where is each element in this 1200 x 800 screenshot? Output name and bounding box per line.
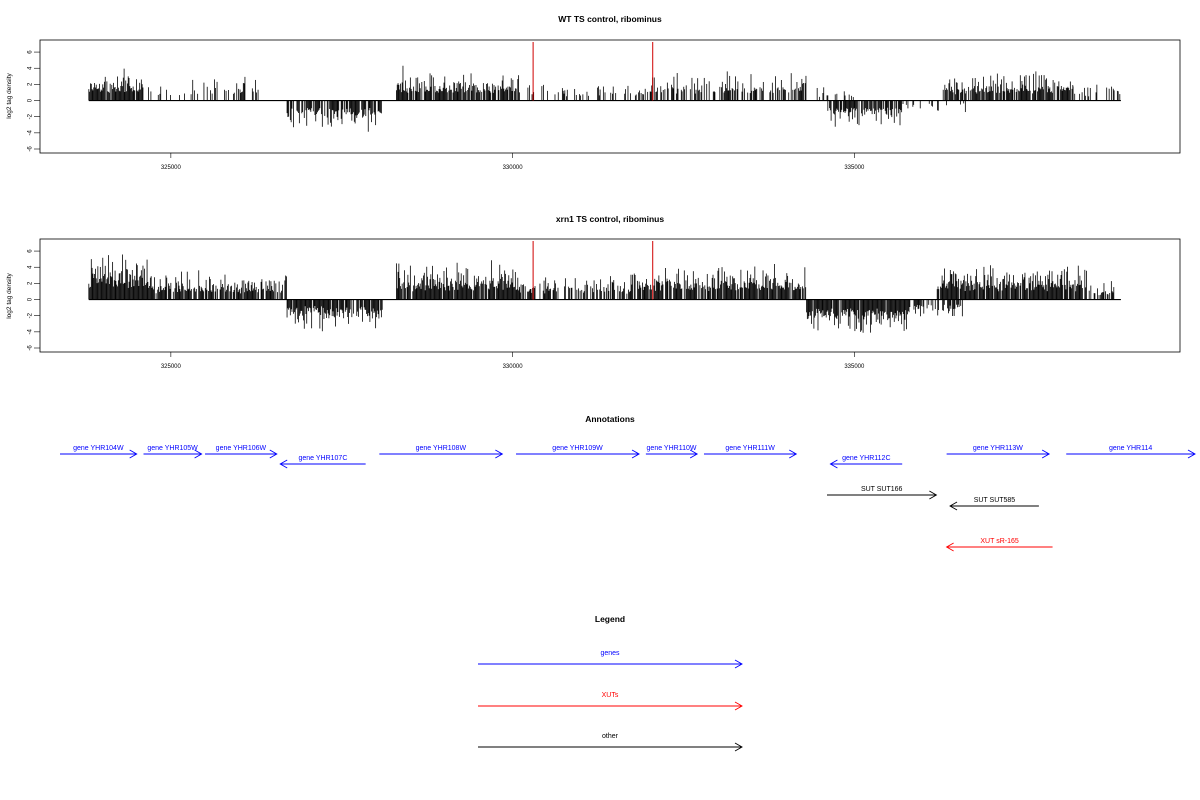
y-tick-label: -2: [28, 312, 34, 318]
panel-wt: WT TS control, ribominus log2 tag densit…: [6, 14, 1181, 171]
y-tick-label: 4: [28, 265, 34, 269]
y-tick-label: 4: [28, 66, 34, 70]
annotation-arrow: [645, 449, 699, 459]
annotation-arrow: [516, 449, 640, 459]
annotations-track: Annotations gene YHR104W gene YHR105W gene…: [60, 414, 1196, 552]
y-tick-label: 2: [28, 82, 34, 86]
annotation-arrow: [379, 449, 504, 459]
legend-label: other: [602, 733, 619, 740]
panel-wt-bars: [88, 65, 1121, 132]
annotation-arrow: [829, 459, 903, 469]
y-tick-label: -4: [28, 329, 34, 335]
legend-arrow: [478, 701, 743, 711]
panel-wt-frame: [39, 39, 1181, 154]
y-tick-label: -4: [28, 130, 34, 136]
panel-xrn1-axes: -6 -4 -2 0 2 4 6 325000 330000 335000: [28, 249, 865, 370]
annotation-arrow: [703, 449, 798, 459]
panel-xrn1: xrn1 TS control, ribominus log2 tag dens…: [6, 214, 1181, 370]
annotation-arrow: [945, 542, 1053, 552]
annotation-arrow: [60, 449, 138, 459]
y-tick-label: 2: [28, 281, 34, 285]
panel-xrn1-ylabel: log2 tag density: [6, 272, 13, 318]
legend-label: genes: [600, 650, 620, 657]
annotation-arrow: [949, 501, 1039, 511]
annotation-label: gene YHR110W: [647, 445, 697, 452]
x-tick-label: 335000: [844, 364, 865, 370]
annotation-label: gene YHR113W: [973, 445, 1023, 452]
annotation-label: gene YHR105W: [147, 445, 198, 452]
annotation-label: gene YHR114: [1109, 445, 1152, 452]
legend: Legend genes XUTs other: [478, 614, 743, 752]
x-tick-label: 330000: [503, 364, 524, 370]
annotation-label: SUT SUT585: [974, 497, 1016, 504]
panel-wt-title: WT TS control, ribominus: [558, 14, 662, 24]
y-tick-label: -6: [28, 345, 34, 351]
panel-xrn1-title: xrn1 TS control, ribominus: [556, 214, 664, 224]
panel-xrn1-markers: [532, 241, 654, 300]
annotation-label: gene YHR111W: [725, 445, 775, 452]
legend-title: Legend: [595, 614, 625, 624]
y-tick-label: 6: [28, 249, 34, 253]
y-tick-label: 6: [28, 50, 34, 54]
annotation-label: gene YHR104W: [73, 445, 124, 452]
annotation-label: gene YHR107C: [298, 455, 347, 462]
panel-wt-markers: [532, 42, 654, 101]
annotation-items: gene YHR104W gene YHR105W gene YHR106W gene…: [60, 445, 1196, 552]
y-tick-label: -6: [28, 146, 34, 152]
legend-items: genes XUTs other: [478, 650, 743, 752]
x-tick-label: 330000: [503, 165, 524, 171]
annotation-label: gene YHR109W: [552, 445, 603, 452]
annotation-arrow: [946, 449, 1051, 459]
annotation-arrow: [205, 449, 278, 459]
y-tick-label: -2: [28, 113, 34, 119]
panel-xrn1-bars: [88, 254, 1121, 333]
y-tick-label: 0: [28, 98, 34, 102]
annotation-arrow: [279, 459, 366, 469]
annotation-arrow: [143, 449, 203, 459]
x-tick-label: 335000: [844, 165, 865, 171]
annotation-arrow: [1066, 449, 1196, 459]
annotation-label: gene YHR112C: [842, 455, 890, 462]
annotation-arrow: [827, 490, 938, 500]
annotation-label: XUT sR-165: [980, 538, 1018, 545]
panel-xrn1-frame: [39, 238, 1181, 353]
x-tick-label: 325000: [161, 364, 182, 370]
annotations-title: Annotations: [585, 414, 635, 424]
annotation-label: gene YHR106W: [216, 445, 267, 452]
annotation-label: SUT SUT166: [861, 486, 903, 493]
legend-arrow: [478, 659, 743, 669]
x-tick-label: 325000: [161, 165, 182, 171]
legend-arrow: [478, 742, 743, 752]
panel-wt-ylabel: log2 tag density: [6, 72, 13, 118]
panel-wt-axes: -6 -4 -2 0 2 4 6 325000 330000 335000: [28, 50, 865, 171]
annotation-label: gene YHR108W: [416, 445, 467, 452]
legend-label: XUTs: [602, 692, 619, 699]
y-tick-label: 0: [28, 297, 34, 301]
